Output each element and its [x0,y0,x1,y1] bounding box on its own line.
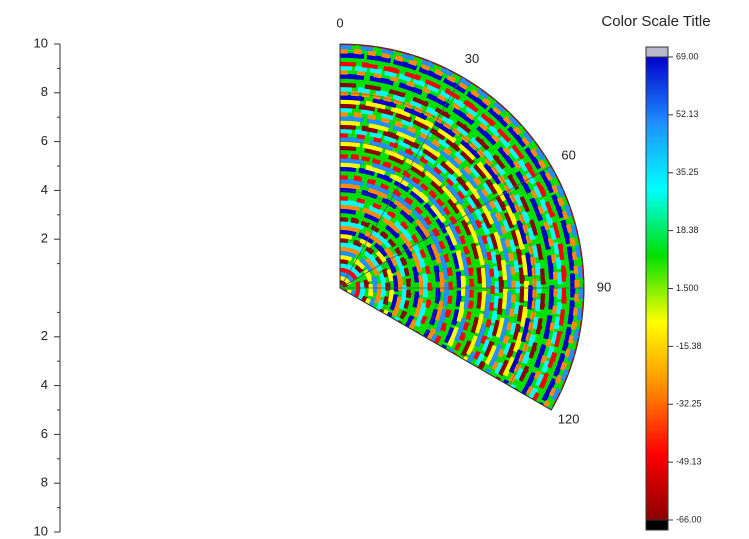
theta-grid-line [339,165,552,289]
field-band [340,182,446,341]
theta-grid-line [339,76,463,289]
colorbar-title: Color Scale Title [601,13,710,30]
r-tick-label: 2 [41,231,48,246]
field-band [340,119,509,373]
colorbar-tick-label: 1.500 [676,283,699,293]
colorbar-tick-label: 52.13 [676,109,699,119]
theta-tick-label: 30 [465,51,479,66]
theta-tick-label: 0 [336,15,343,30]
field-band [340,199,429,333]
colorbar-tick-label: -32.25 [676,399,702,409]
r-tick-label: 4 [41,182,48,197]
colorbar-tick-label: -49.13 [676,457,702,467]
colorbar-tick-label: 35.25 [676,167,699,177]
colorbar [645,56,669,521]
r-tick-label: 8 [41,84,48,99]
r-tick-label: 2 [41,328,48,343]
theta-tick-label: 120 [558,411,580,426]
colorbar-tick-label: 69.00 [676,51,699,61]
colorbar-tick-label: -66.00 [676,514,702,524]
field-band [340,258,370,303]
field-band [340,128,500,368]
colorbar-over [645,46,669,58]
theta-tick-label: 60 [561,147,575,162]
field-band [340,237,391,314]
colorbar-under [645,519,669,531]
field-band [340,161,467,352]
colorbar-tick-label: 18.38 [676,225,699,235]
field-band [340,107,521,379]
theta-tick-label: 90 [597,279,611,294]
field-band [340,145,483,360]
r-tick-label: 8 [41,475,48,490]
field-band [340,48,580,408]
colorbar-tick-label: -15.38 [676,341,702,351]
r-tick-label: 10 [34,35,48,50]
sector-outline [339,43,585,411]
r-tick-label: 6 [41,426,48,441]
r-tick-label: 4 [41,377,48,392]
r-tick-label: 6 [41,133,48,148]
field-band [340,149,479,358]
r-tick-label: 10 [34,523,48,538]
contour-field [340,44,584,410]
field-band [340,233,395,316]
